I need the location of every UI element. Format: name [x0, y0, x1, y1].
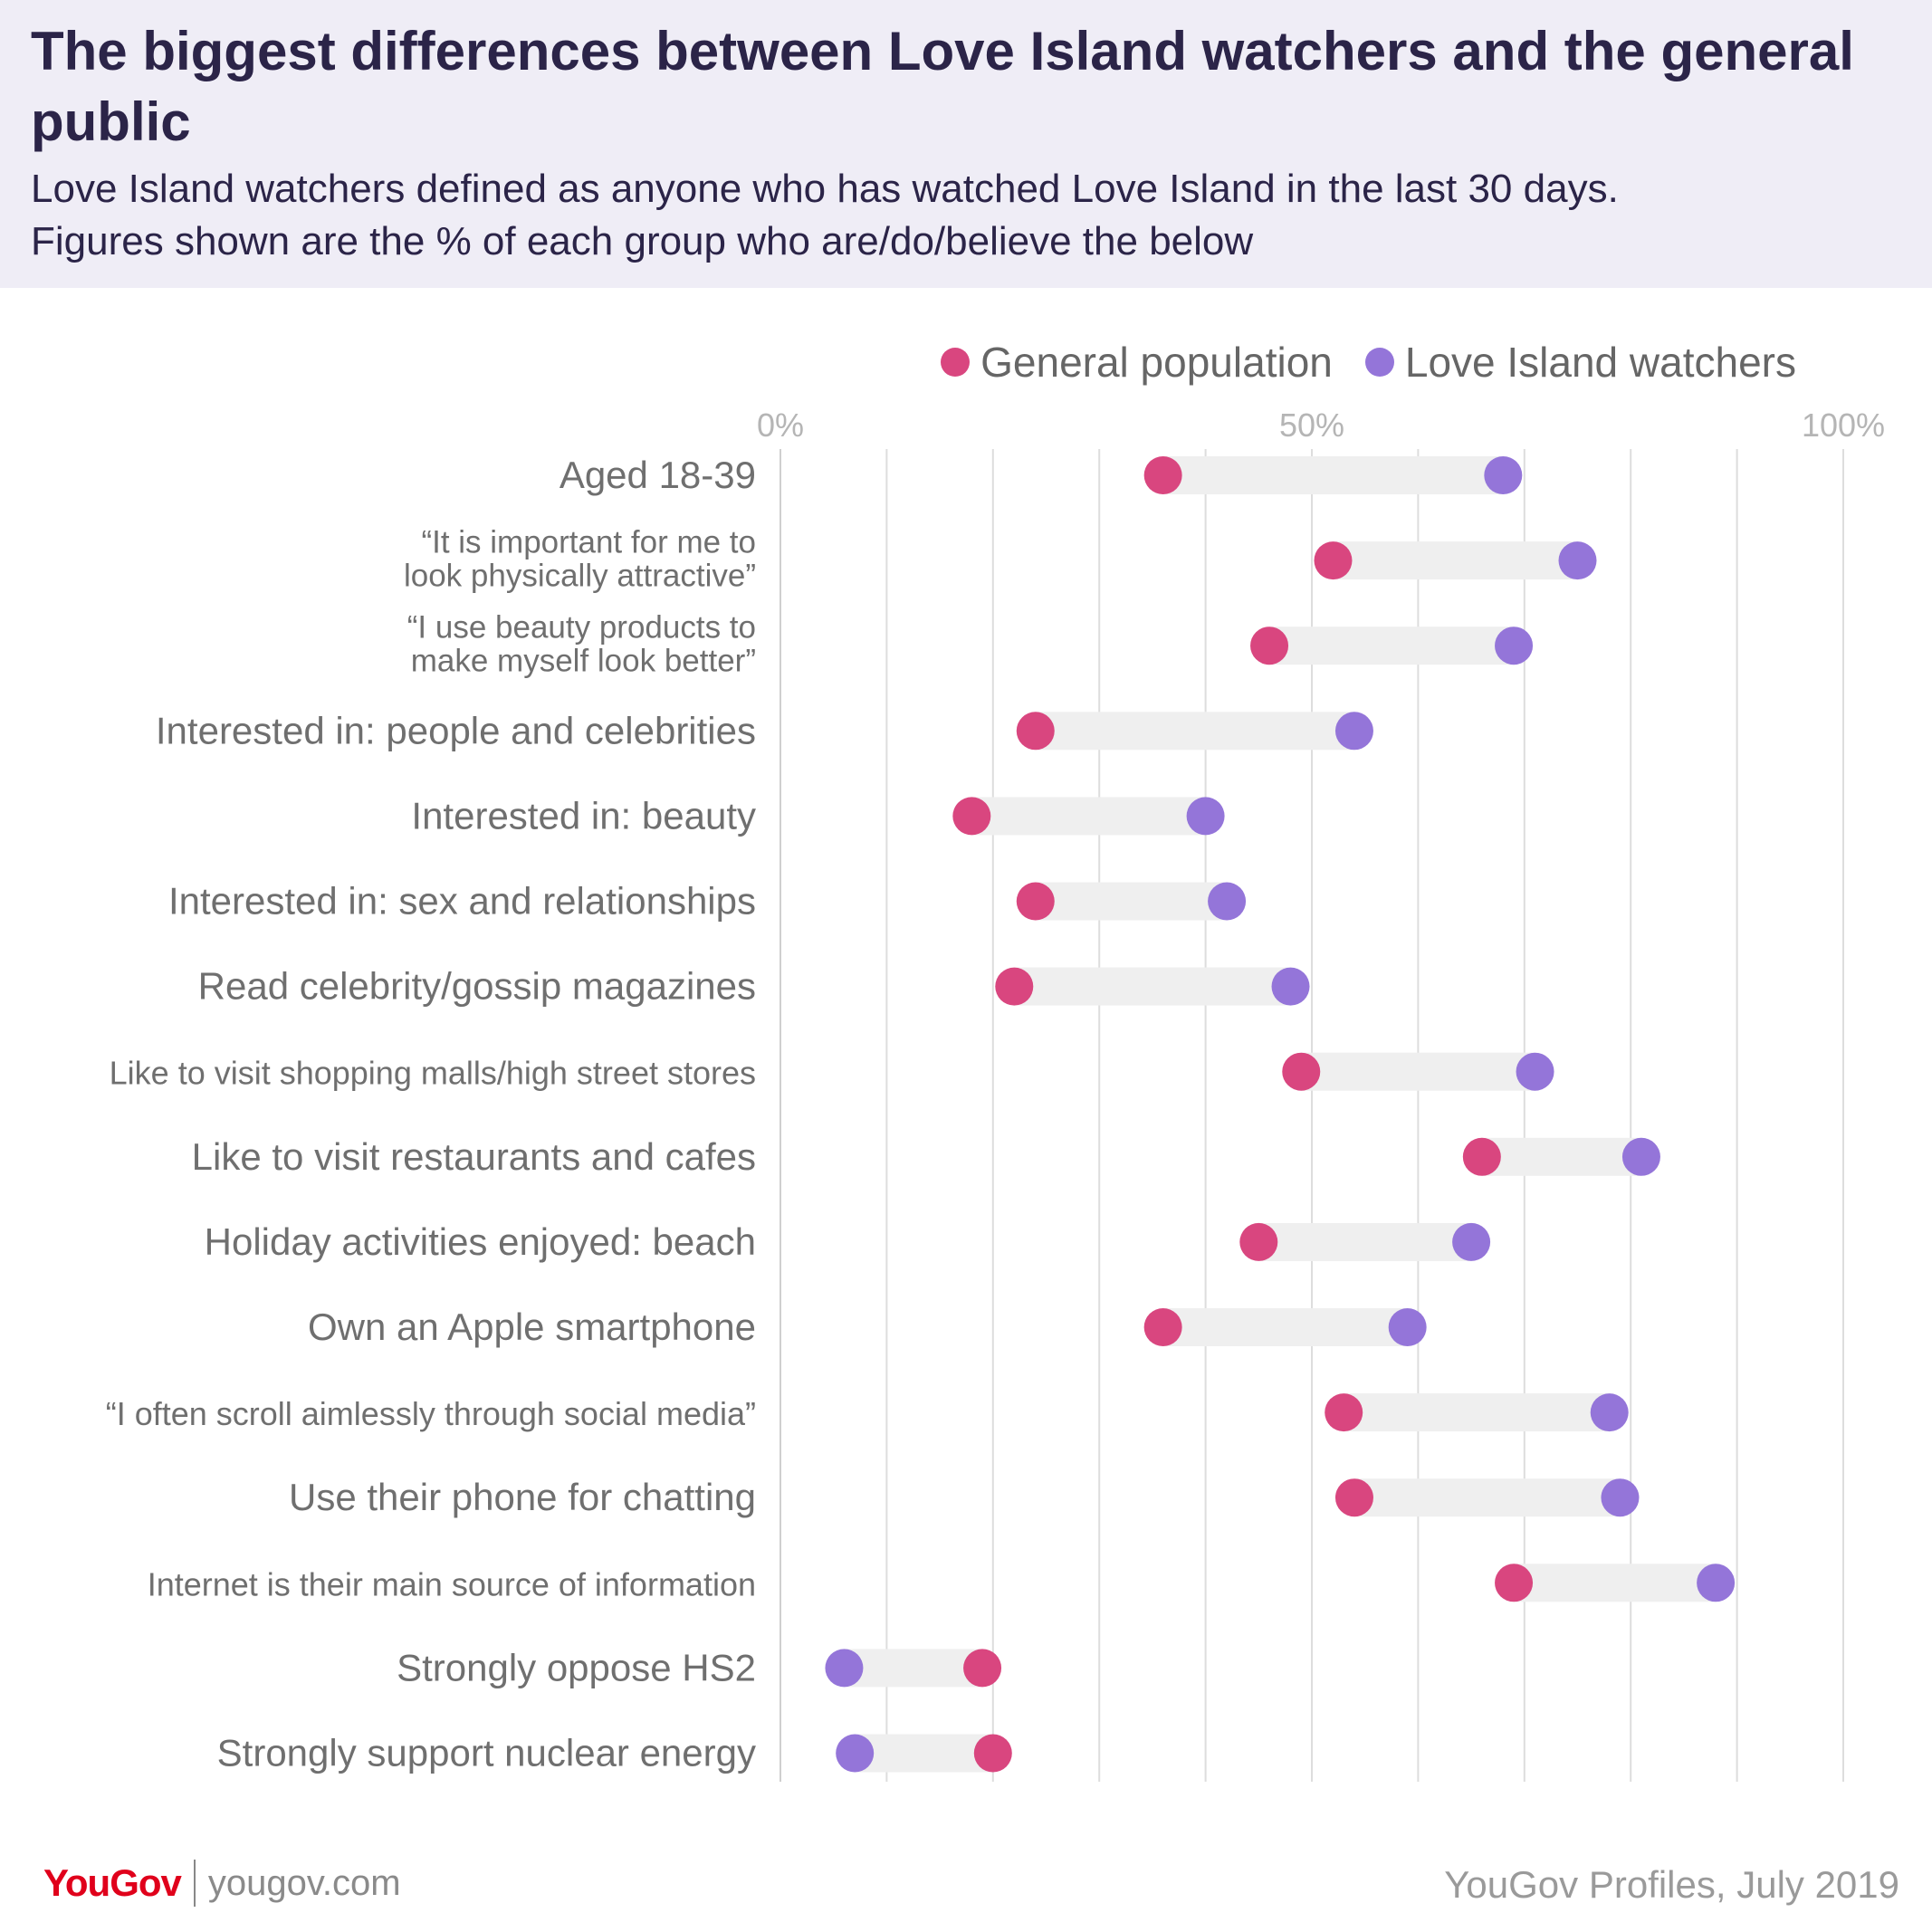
range-bar [1035, 882, 1228, 921]
header-banner: The biggest differences between Love Isl… [0, 0, 1932, 288]
point-watchers [825, 1649, 864, 1688]
range-bar [1258, 1222, 1472, 1261]
range-bar [855, 1734, 993, 1773]
row-label: Aged 18-39 [560, 454, 756, 496]
row-label: look physically attractive” [404, 559, 756, 594]
point-watchers [1516, 1052, 1554, 1091]
x-tick-label: 50% [1279, 406, 1344, 444]
subtitle-line-1: Love Island watchers defined as anyone w… [31, 167, 1619, 211]
point-general [952, 797, 991, 836]
row-label: Own an Apple smartphone [308, 1306, 756, 1348]
point-general [1016, 712, 1055, 751]
point-general [1462, 1137, 1501, 1176]
row-label: Like to visit restaurants and cafes [192, 1135, 756, 1178]
range-bar [1162, 456, 1504, 494]
point-general [1495, 1564, 1534, 1602]
row-label: Strongly oppose HS2 [397, 1646, 756, 1688]
range-bar [1301, 1052, 1535, 1091]
footer-branding: YouGov yougov.com [43, 1858, 401, 1908]
source-note: YouGov Profiles, July 2019 [1444, 1863, 1899, 1906]
row-label: Use their phone for chatting [289, 1476, 756, 1518]
point-general [995, 967, 1034, 1006]
row-label: “It is important for me to [421, 525, 756, 560]
point-watchers [1601, 1478, 1640, 1517]
legend-label-watchers: Love Island watchers [1404, 339, 1796, 386]
legend-dot-general [941, 348, 971, 377]
row-label: “I use beauty products to [407, 610, 756, 646]
row-label: make myself look better” [411, 644, 756, 679]
chart-title: The biggest differences between Love Isl… [31, 21, 1854, 152]
range-bar [1269, 626, 1515, 665]
dumbbell-chart: 0% 50% 100% Aged 18-39 “It is important for … [106, 406, 1885, 1782]
legend-dot-watchers [1364, 348, 1394, 377]
row-label: Holiday activities enjoyed: beach [205, 1220, 756, 1263]
point-watchers [1484, 456, 1523, 494]
range-bar [1353, 1478, 1621, 1517]
point-general [1334, 1478, 1373, 1517]
point-general [1282, 1052, 1321, 1091]
logo-divider [193, 1860, 196, 1907]
range-bar [1481, 1137, 1641, 1176]
row-label: Interested in: people and celebrities [156, 709, 756, 751]
row-label: Read celebrity/gossip magazines [198, 965, 756, 1008]
point-general [1143, 456, 1182, 494]
point-watchers [836, 1734, 875, 1773]
point-watchers [1558, 541, 1597, 580]
legend-label-general: General population [980, 339, 1333, 386]
legend-item-watchers: Love Island watchers [1364, 338, 1796, 387]
range-bar [971, 797, 1206, 836]
point-general [1016, 882, 1055, 921]
point-watchers [1208, 882, 1247, 921]
range-bar [844, 1649, 983, 1688]
range-bar [1035, 712, 1354, 751]
point-watchers [1495, 626, 1534, 665]
point-watchers [1452, 1222, 1491, 1261]
point-general [1250, 626, 1289, 665]
range-bar [1514, 1564, 1717, 1602]
range-bar [1344, 1393, 1610, 1432]
legend-item-general: General population [941, 338, 1333, 387]
range-bar [1162, 1308, 1408, 1346]
x-tick-label: 0% [757, 406, 804, 444]
chart-legend: General population Love Island watchers [941, 337, 1796, 387]
point-watchers [1271, 967, 1310, 1006]
point-general [963, 1649, 1002, 1688]
point-general [1325, 1393, 1363, 1432]
subtitle-line-2: Figures shown are the % of each group wh… [31, 219, 1254, 263]
point-general [1239, 1222, 1278, 1261]
point-general [973, 1734, 1012, 1773]
point-general [1314, 541, 1353, 580]
row-label: Interested in: sex and relationships [168, 880, 756, 923]
point-watchers [1334, 712, 1373, 751]
point-watchers [1697, 1564, 1736, 1602]
chart-subtitle: Love Island watchers defined as anyone w… [31, 163, 1914, 268]
range-bar [1333, 541, 1578, 580]
range-bar [1014, 967, 1291, 1006]
point-watchers [1186, 797, 1225, 836]
point-watchers [1388, 1308, 1427, 1346]
row-label: “I often scroll aimlessly through social… [106, 1395, 756, 1432]
point-watchers [1621, 1137, 1660, 1176]
yougov-logo: YouGov [43, 1861, 182, 1904]
row-label: Internet is their main source of informa… [148, 1565, 756, 1602]
row-label: Strongly support nuclear energy [217, 1732, 756, 1774]
site-link[interactable]: yougov.com [207, 1862, 401, 1903]
point-general [1143, 1308, 1182, 1346]
x-tick-label: 100% [1802, 406, 1885, 444]
point-watchers [1590, 1393, 1629, 1432]
row-label: Interested in: beauty [411, 794, 756, 837]
row-label: Like to visit shopping malls/high street… [110, 1055, 756, 1092]
